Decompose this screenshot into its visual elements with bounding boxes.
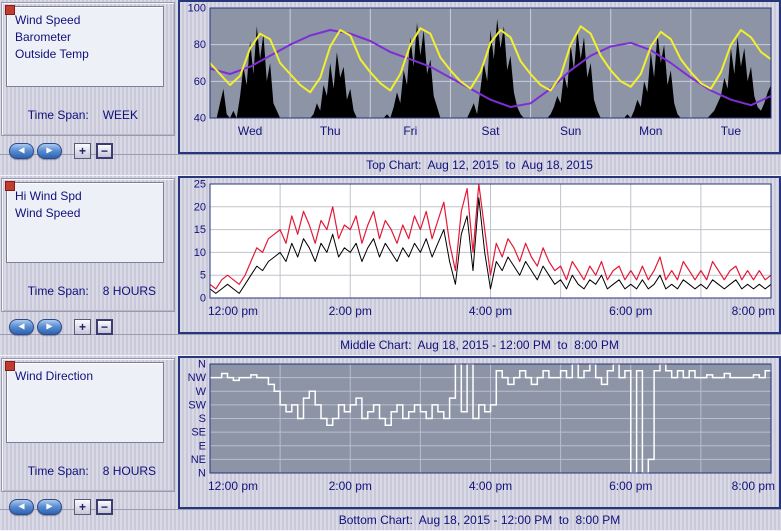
svg-text:Mon: Mon — [639, 124, 662, 138]
svg-text:60: 60 — [194, 76, 206, 88]
time-span-label: Time Span: — [28, 108, 89, 122]
zoom-out-button[interactable]: − — [96, 499, 113, 515]
svg-text:8:00 pm: 8:00 pm — [732, 479, 775, 493]
middle-chart-caption: Middle Chart: Aug 18, 2015 - 12:00 PM to… — [0, 334, 781, 356]
svg-text:4:00 pm: 4:00 pm — [469, 304, 512, 318]
middle-chart: 25 20 15 10 5 012:00 pm 2:00 pm 4:00 pm 6:00 pm 8… — [178, 176, 781, 334]
svg-text:N: N — [198, 468, 206, 480]
svg-text:NW: NW — [188, 372, 207, 384]
forward-arrow-icon: ▶ — [46, 323, 52, 331]
forward-button[interactable]: ▶ — [37, 143, 62, 159]
series-list-item[interactable]: Barometer — [7, 29, 163, 46]
time-span-value: WEEK — [103, 108, 138, 122]
svg-text:100: 100 — [188, 3, 206, 15]
zoom-in-button[interactable]: + — [74, 319, 91, 335]
svg-text:S: S — [199, 413, 206, 425]
svg-text:SW: SW — [188, 399, 206, 411]
middle-chart-panel: Hi Wind Spd Wind Speed Time Span: 8 HOURS… — [1, 178, 175, 312]
middle-series-list[interactable]: Hi Wind Spd Wind Speed — [6, 182, 164, 263]
bottom-chart-cell: NNWWSWSSEENEN12:00 pm2:00 pm4:00 pm6:00 … — [178, 356, 781, 509]
series-list-item[interactable]: Wind Speed — [7, 205, 163, 222]
svg-text:4:00 pm: 4:00 pm — [469, 479, 512, 493]
series-list-item[interactable]: Hi Wind Spd — [7, 188, 163, 205]
svg-text:Sat: Sat — [481, 124, 500, 138]
svg-text:Sun: Sun — [560, 124, 581, 138]
svg-text:80: 80 — [194, 39, 206, 51]
back-button[interactable]: ◀ — [9, 319, 34, 335]
svg-text:2:00 pm: 2:00 pm — [329, 304, 372, 318]
time-span-row: Time Span: 8 HOURS — [2, 443, 174, 492]
zoom-out-button[interactable]: − — [96, 143, 113, 159]
bottom-chart-controls: ◀ ▶ + − — [2, 492, 174, 515]
svg-text:10: 10 — [194, 247, 206, 259]
bottom-chart-panel: Wind Direction Time Span:8 HOURS ◀ ▶ + − — [1, 358, 175, 492]
svg-text:5: 5 — [200, 270, 206, 282]
red-indicator-icon — [5, 181, 15, 191]
svg-text:25: 25 — [194, 179, 206, 191]
middle-chart-controls: ◀ ▶ + − — [2, 312, 174, 335]
svg-text:8:00 pm: 8:00 pm — [732, 304, 775, 318]
red-indicator-icon — [5, 5, 15, 15]
svg-text:N: N — [198, 359, 206, 371]
svg-text:20: 20 — [194, 201, 206, 213]
back-button[interactable]: ◀ — [9, 499, 34, 515]
svg-text:15: 15 — [194, 224, 206, 236]
middle-chart-cell: 25 20 15 10 5 012:00 pm 2:00 pm 4:00 pm 6:00 pm 8… — [178, 176, 781, 334]
svg-text:NE: NE — [191, 454, 206, 466]
top-chart-controls: ◀ ▶ + − — [2, 136, 174, 159]
forward-button[interactable]: ▶ — [37, 319, 62, 335]
time-span-row: Time Span: 8 HOURS — [2, 263, 174, 312]
svg-text:2:00 pm: 2:00 pm — [329, 479, 372, 493]
svg-text:Fri: Fri — [403, 124, 417, 138]
series-list-item[interactable]: Wind Speed — [7, 12, 163, 29]
svg-text:Wed: Wed — [238, 124, 262, 138]
middle-chart-caption-text: Middle Chart: Aug 18, 2015 - 12:00 PM to… — [340, 338, 619, 352]
svg-text:12:00 pm: 12:00 pm — [208, 304, 258, 318]
top-chart: 100 80 60 40 Wed Thu Fri Sat Sun Mon Tue — [178, 0, 781, 154]
back-arrow-icon: ◀ — [18, 323, 24, 331]
top-series-list[interactable]: Wind Speed Barometer Outside Temp — [6, 6, 164, 87]
svg-text:Tue: Tue — [721, 124, 742, 138]
svg-text:6:00 pm: 6:00 pm — [609, 304, 652, 318]
back-arrow-icon: ◀ — [18, 503, 24, 511]
forward-arrow-icon: ▶ — [46, 147, 52, 155]
top-chart-panel: Wind Speed Barometer Outside Temp Time S… — [1, 2, 175, 136]
zoom-out-button[interactable]: − — [96, 319, 113, 335]
svg-text:Thu: Thu — [320, 124, 341, 138]
top-chart-cell: 100 80 60 40 Wed Thu Fri Sat Sun Mon Tue — [178, 0, 781, 154]
top-chart-caption-text: Top Chart: Aug 12, 2015 to Aug 18, 2015 — [366, 158, 593, 172]
svg-text:0: 0 — [200, 293, 206, 305]
svg-text:W: W — [196, 386, 207, 398]
red-indicator-icon — [5, 361, 15, 371]
svg-text:E: E — [199, 440, 206, 452]
time-span-label: Time Span: — [28, 284, 89, 298]
forward-button[interactable]: ▶ — [37, 499, 62, 515]
zoom-in-button[interactable]: + — [74, 143, 91, 159]
svg-text:40: 40 — [194, 113, 206, 125]
time-span-value: 8 HOURS — [103, 464, 156, 478]
zoom-in-button[interactable]: + — [74, 499, 91, 515]
svg-text:12:00 pm: 12:00 pm — [208, 479, 258, 493]
back-button[interactable]: ◀ — [9, 143, 34, 159]
svg-text:6:00 pm: 6:00 pm — [609, 479, 652, 493]
time-span-label: Time Span: — [28, 464, 89, 478]
bottom-chart: NNWWSWSSEENEN12:00 pm2:00 pm4:00 pm6:00 … — [178, 356, 781, 509]
svg-text:SE: SE — [191, 427, 206, 439]
forward-arrow-icon: ▶ — [46, 503, 52, 511]
bottom-series-list[interactable]: Wind Direction — [6, 362, 164, 443]
time-span-value: 8 HOURS — [103, 284, 156, 298]
bottom-chart-caption-text: Bottom Chart: Aug 18, 2015 - 12:00 PM to… — [339, 513, 621, 527]
back-arrow-icon: ◀ — [18, 147, 24, 155]
series-list-item[interactable]: Outside Temp — [7, 46, 163, 63]
series-list-item[interactable]: Wind Direction — [7, 368, 163, 385]
time-span-row: Time Span: WEEK — [2, 87, 174, 136]
weather-chart-window: Wind Speed Barometer Outside Temp Time S… — [0, 0, 781, 531]
